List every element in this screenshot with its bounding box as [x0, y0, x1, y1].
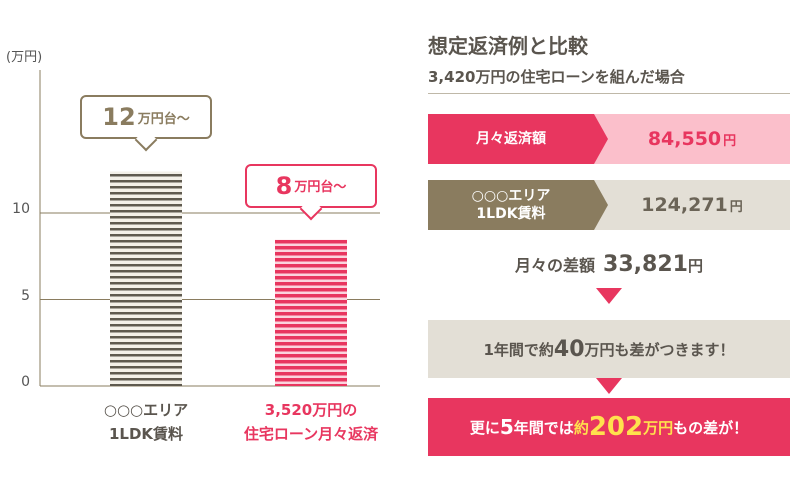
callout-number: 8 — [275, 171, 293, 200]
monthly-payment-yen: 円 — [723, 133, 737, 149]
difference-number: 33,821 — [603, 252, 688, 277]
arrow-shape-front — [594, 114, 608, 164]
bar-rent — [110, 171, 182, 386]
difference-yen: 円 — [687, 257, 703, 275]
down-arrow-icon — [596, 378, 622, 394]
callout-unit: 万円台〜 — [137, 111, 190, 127]
rent-label: ○○○エリア 1LDK賃料 — [428, 180, 594, 230]
rent-value: 124,271 円 — [594, 180, 790, 230]
y-tick-label: 5 — [21, 287, 30, 304]
rent-number: 124,271 — [641, 194, 728, 216]
difference-label: 月々の差額 — [515, 256, 596, 275]
comparison-subtitle: 3,420万円の住宅ローンを組んだ場合 — [428, 66, 790, 94]
monthly-difference: 月々の差額 33,821円 — [428, 252, 790, 277]
bar-mortgage — [275, 239, 347, 386]
five-year-text-a: 更に — [469, 418, 500, 437]
data-callout: 8 万円台〜 — [245, 163, 377, 221]
five-year-unit: 万円 — [643, 418, 674, 437]
monthly-payment-value: 84,550 円 — [594, 114, 790, 164]
rent-yen: 円 — [729, 199, 743, 215]
data-callout: 12 万円台〜 — [80, 95, 212, 152]
y-tick-label: 0 — [21, 374, 30, 390]
five-year-savings-box: 更に 5 年間では約 202 万円 もの差が！ — [428, 398, 790, 456]
x-tick-label: ○○○エリア 1LDK賃料 — [103, 401, 189, 443]
one-year-text-a: 1年間で約 — [483, 340, 554, 359]
monthly-payment-label: 月々返済額 — [428, 114, 594, 164]
y-tick-label: 10 — [12, 201, 30, 217]
arrow-shape — [594, 180, 608, 230]
callout-number: 12 — [102, 103, 136, 132]
down-arrow-icon — [596, 288, 622, 304]
one-year-amount: 40 — [553, 336, 585, 362]
one-year-text-c: 万円も差がつきます！ — [584, 340, 735, 359]
monthly-payment-number: 84,550 — [647, 128, 722, 150]
five-year-years: 5 — [499, 415, 514, 439]
x-tick-label: 3,520万円の 住宅ローン月々返済 — [243, 401, 379, 443]
rent-row: 124,271 円 ○○○エリア 1LDK賃料 — [428, 180, 790, 230]
five-year-approx: 約 — [573, 418, 589, 437]
five-year-text-c: 年間では — [513, 418, 574, 437]
five-year-text-g: もの差が！ — [673, 418, 749, 437]
five-year-amount: 202 — [588, 412, 644, 442]
y-axis-unit: (万円) — [6, 50, 43, 65]
one-year-savings-box: 1年間で約 40 万円も差がつきます！ — [428, 320, 790, 378]
callout-unit: 万円台〜 — [294, 180, 347, 196]
monthly-payment-row: 月々返済額 84,550 円 — [428, 114, 790, 164]
bar-chart — [39, 70, 380, 387]
comparison-title: 想定返済例と比較 — [428, 34, 588, 58]
